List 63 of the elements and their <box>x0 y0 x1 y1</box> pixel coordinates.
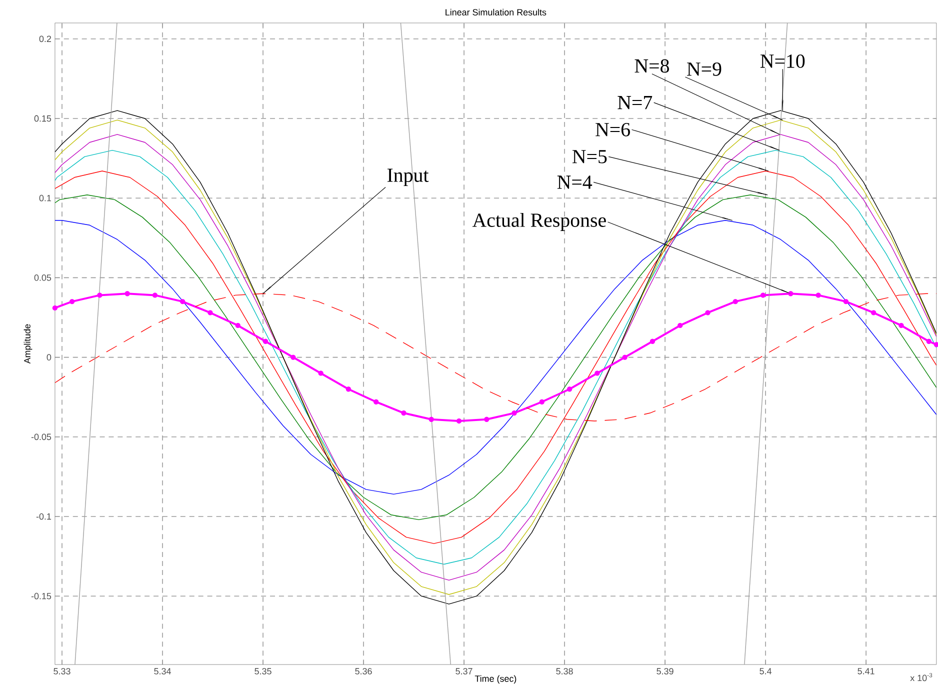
y-tick-label: 0.2 <box>39 36 51 42</box>
annotation: N=10 <box>760 54 805 68</box>
point <box>622 354 628 360</box>
point <box>870 310 876 316</box>
point <box>401 410 406 416</box>
point <box>52 306 58 311</box>
y-tick-label: -0.1 <box>36 514 52 520</box>
point <box>926 339 932 344</box>
x-tick-label: 5.39 <box>656 668 674 675</box>
point <box>539 400 545 405</box>
point <box>262 339 268 344</box>
point <box>290 354 296 360</box>
x-axis-title: Time (sec) <box>474 675 516 684</box>
annotation: N=7 <box>618 96 652 110</box>
point <box>69 299 75 304</box>
point <box>124 291 130 296</box>
y-tick-label: 0.05 <box>34 274 52 282</box>
y-tick-label: -0.15 <box>31 593 52 600</box>
x-tick-label: 5.35 <box>254 668 272 675</box>
y-axis-title: Amplitude <box>24 324 32 364</box>
y-tick-label: 0.15 <box>34 116 52 122</box>
point <box>678 323 683 328</box>
point <box>318 370 324 376</box>
point <box>512 410 517 416</box>
y-tick-label: 0 <box>46 354 52 361</box>
text: x 10$^{-3}$ <box>910 673 932 682</box>
y-tick-label: 0.1 <box>39 195 52 202</box>
point <box>594 370 600 376</box>
x-tick-label: 5.38 <box>556 668 573 675</box>
annotation: N=4 <box>557 176 592 189</box>
point <box>732 299 738 304</box>
point <box>373 400 379 405</box>
point <box>566 386 572 392</box>
x-tick-label: 5.37 <box>456 668 472 675</box>
annotation: N=6 <box>596 123 630 137</box>
point <box>788 291 794 296</box>
point <box>843 299 849 304</box>
point <box>760 292 766 298</box>
chart-title: Linear Simulation Results <box>446 9 546 16</box>
point <box>484 417 490 422</box>
x-tick-label: 5.33 <box>54 668 70 675</box>
point <box>208 310 213 316</box>
point <box>346 386 352 392</box>
point <box>235 323 240 328</box>
x-tick-label: 5.41 <box>858 668 874 675</box>
annotation: Actual Response <box>472 213 606 232</box>
annotation: Input <box>387 168 429 186</box>
point <box>650 339 656 344</box>
x-tick-label: 5.36 <box>355 668 372 675</box>
point <box>816 292 821 298</box>
point <box>428 417 434 422</box>
annotation: N=5 <box>572 150 607 164</box>
point <box>705 310 710 316</box>
point <box>97 292 102 298</box>
x-tick-label: 5.34 <box>154 668 171 675</box>
point <box>456 418 462 424</box>
point <box>152 292 158 298</box>
annotation: N=9 <box>687 62 722 76</box>
annotation: N=8 <box>634 59 669 73</box>
x-tick-label: 5.4 <box>760 668 772 675</box>
y-tick-label: -0.05 <box>31 434 52 440</box>
point <box>898 323 904 328</box>
point <box>180 299 186 304</box>
